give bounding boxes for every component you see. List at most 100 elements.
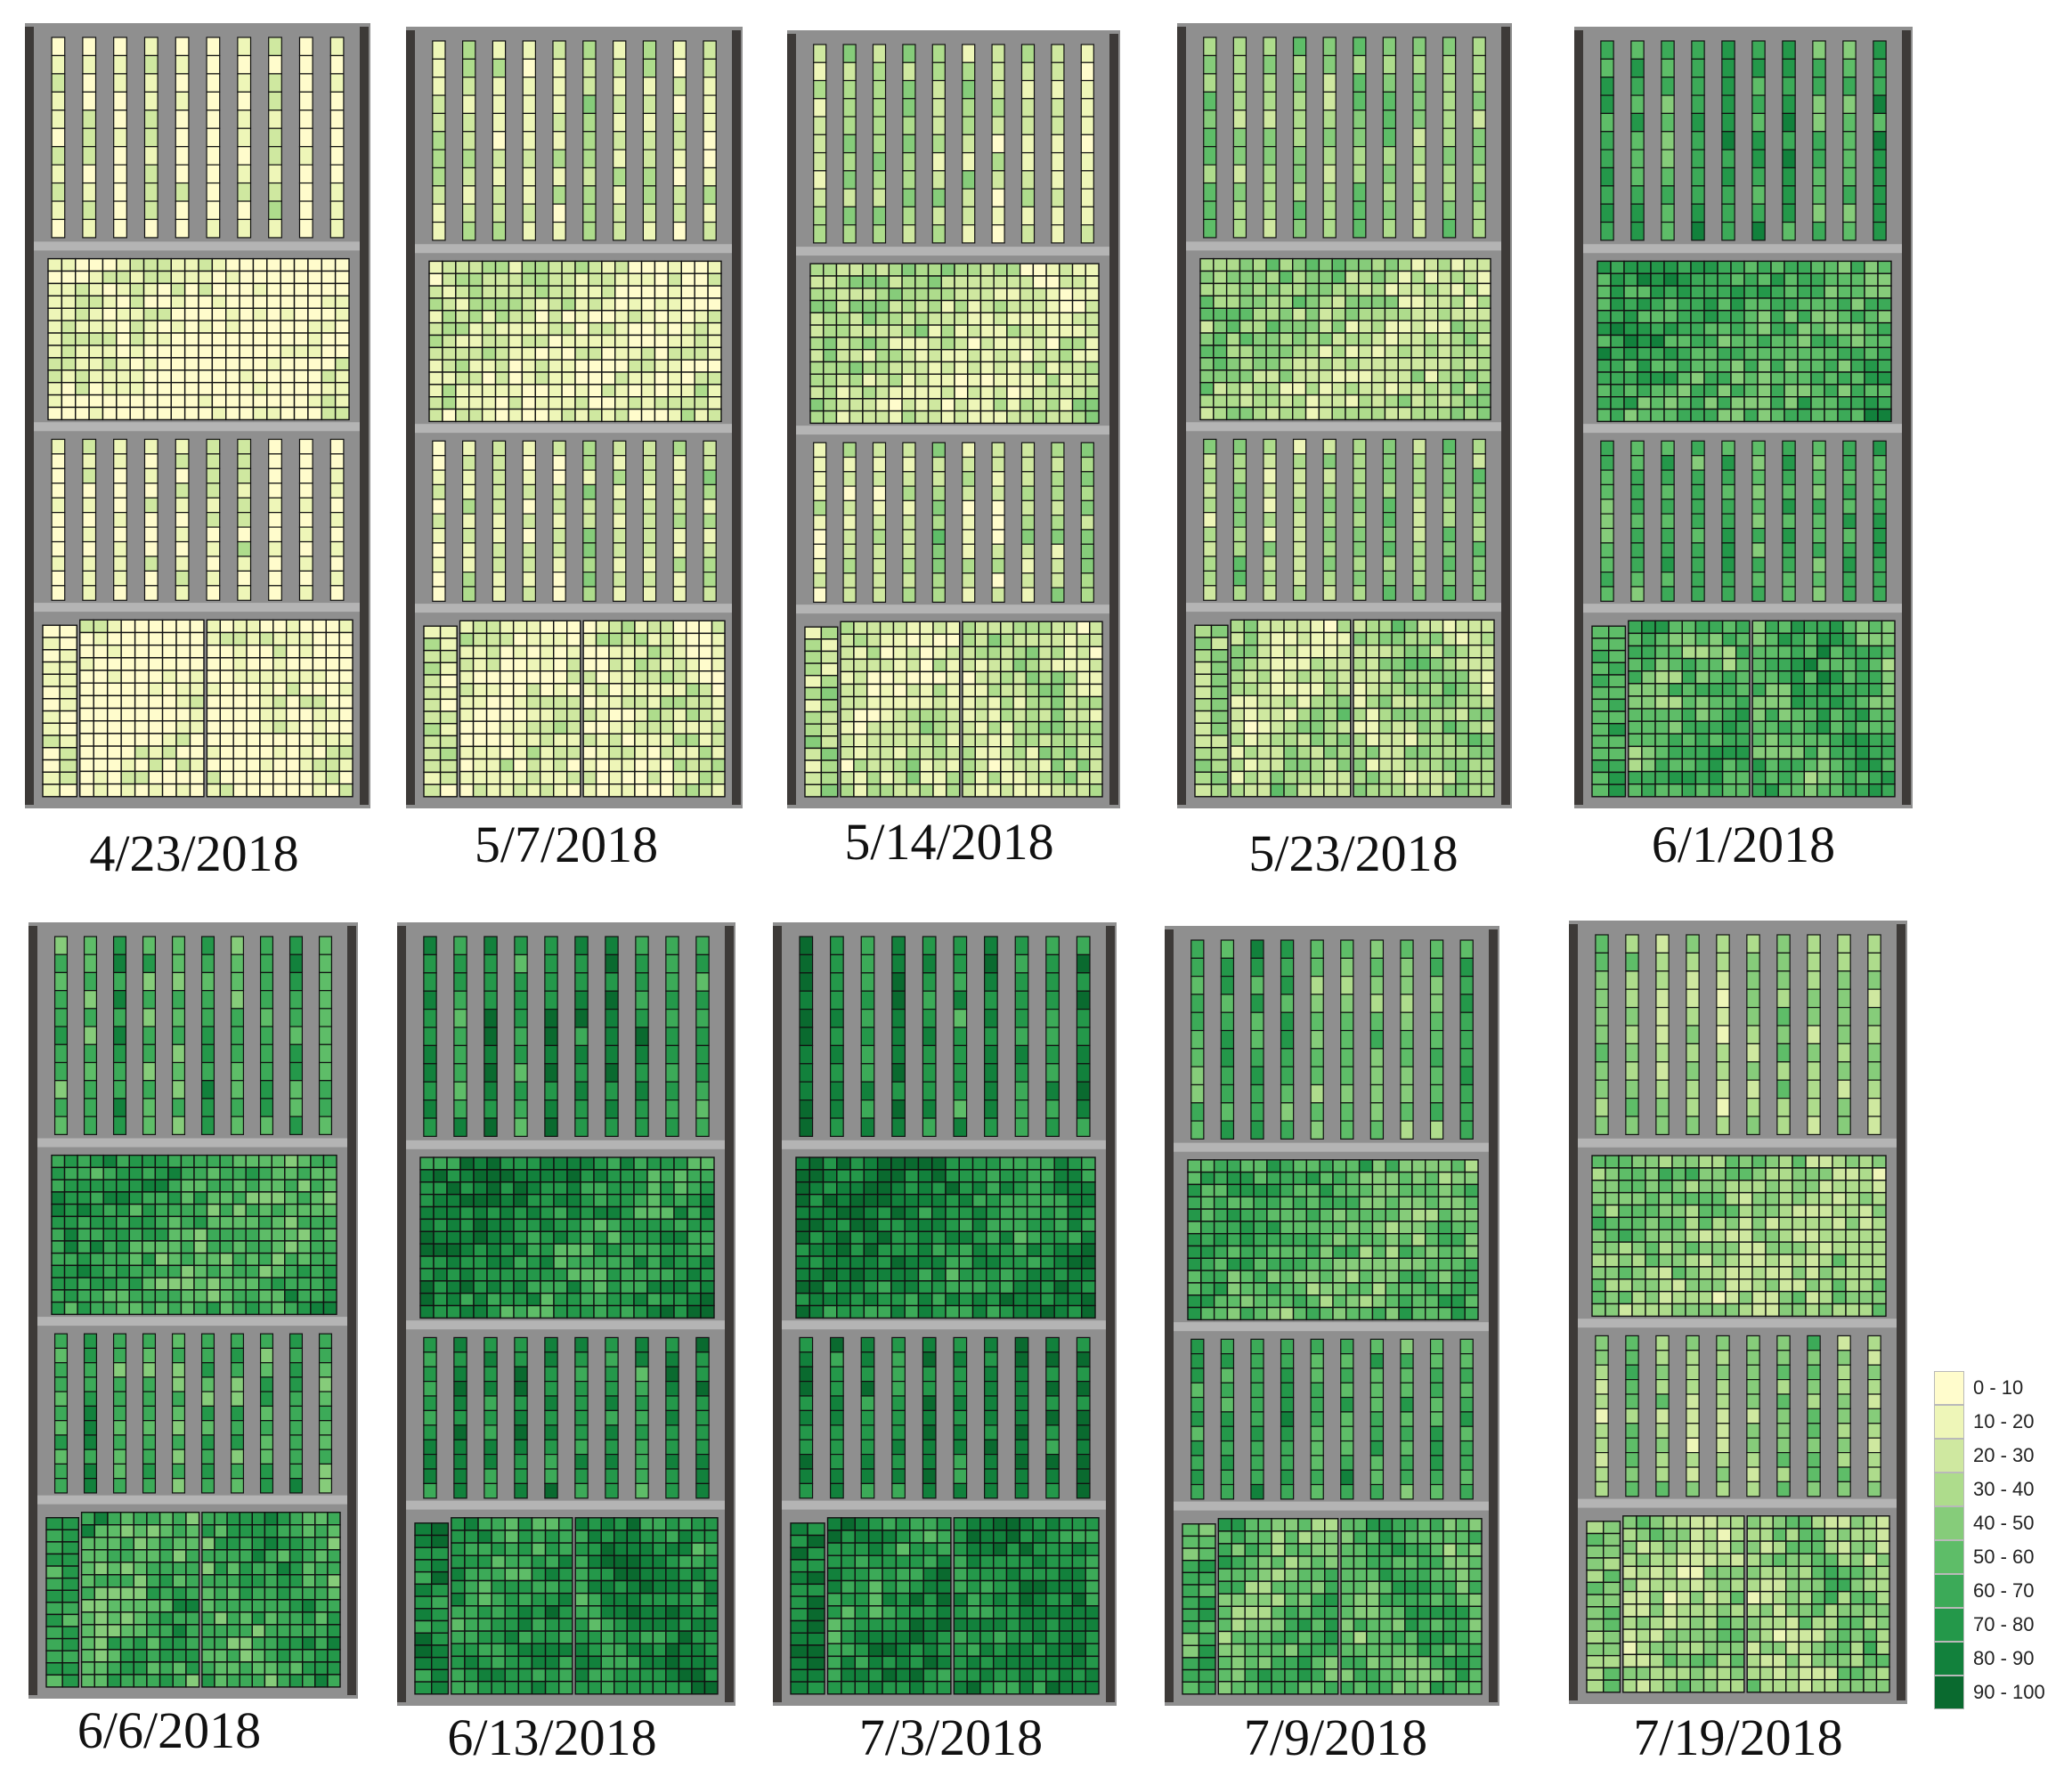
plot-cell (849, 348, 864, 363)
plot-cell (1384, 394, 1399, 409)
plot-cell (1318, 270, 1333, 285)
plot-cell (1397, 320, 1412, 334)
plot-cell (582, 221, 597, 241)
plot-cell (334, 320, 350, 334)
plot-cell (1225, 332, 1241, 346)
plot-cell (259, 953, 274, 974)
plot-cell (51, 1277, 66, 1291)
plot-cell (259, 1043, 274, 1064)
plot-cell (1476, 345, 1491, 359)
plot-cell (439, 686, 458, 701)
plot-cell (1721, 783, 1737, 798)
plot-cell (1442, 556, 1457, 572)
plot-cell (614, 371, 630, 385)
plot-cell (552, 571, 566, 588)
plot-cell (318, 936, 333, 955)
plot-cell (102, 257, 118, 272)
plot-cell (1824, 321, 1839, 337)
plot-cell (325, 770, 340, 785)
plot-cell (1051, 645, 1065, 661)
plot-cell (321, 381, 337, 396)
plot-cell (866, 633, 882, 648)
plot-cell (77, 1240, 92, 1254)
plot-cell (102, 307, 118, 321)
plot-cell (642, 149, 657, 169)
plot-cell (325, 619, 340, 634)
plot-cell (1873, 586, 1887, 602)
plot-cell (325, 682, 340, 697)
plot-cell (1623, 321, 1638, 337)
plot-cell (154, 1203, 169, 1218)
plot-cell (120, 694, 136, 710)
plot-cell (483, 1044, 498, 1065)
plot-cell (1842, 185, 1857, 205)
plot-cell (979, 299, 995, 314)
plot-cell (967, 337, 982, 351)
plot-cell (1353, 745, 1368, 759)
plot-cell (102, 406, 118, 421)
plot-cell (455, 359, 470, 373)
plot-cell (1365, 657, 1380, 671)
plot-cell (1681, 632, 1697, 647)
plot-cell (259, 682, 274, 697)
plot-cell (539, 670, 555, 685)
plot-cell (621, 620, 636, 635)
plot-cell (1751, 571, 1766, 588)
plot-cell (1345, 357, 1360, 371)
plot-cell (1000, 645, 1014, 661)
plot-cell (1292, 270, 1307, 285)
plot-cell (268, 438, 282, 455)
plot-cell (1782, 40, 1796, 60)
plot-cell (82, 467, 97, 484)
plot-cell (987, 621, 1002, 635)
plot-cell (1292, 453, 1307, 469)
plot-cell (423, 723, 442, 737)
plot-cell (1777, 745, 1792, 760)
plot-cell (582, 203, 597, 223)
plot-cell (455, 272, 470, 287)
plot-cell (143, 37, 158, 57)
plot-cell (902, 224, 916, 244)
plot-cell (804, 771, 823, 785)
plot-cell (1661, 94, 1675, 115)
plot-cell (1476, 357, 1491, 371)
plot-cell (561, 384, 576, 398)
plot-cell (1810, 285, 1825, 299)
plot-cell (1239, 406, 1254, 421)
plot-cell (1591, 698, 1610, 712)
plot-cell (120, 682, 136, 697)
plot-cell (185, 1636, 200, 1651)
plot-cell (318, 1391, 333, 1408)
plot-cell (1777, 783, 1792, 798)
plot-cell (987, 633, 1002, 648)
plot-cell (1323, 783, 1338, 798)
plot-cell (842, 98, 857, 118)
plot-cell (1225, 345, 1241, 359)
plot-cell (312, 733, 327, 747)
plot-cell (442, 297, 457, 312)
plot-cell (439, 759, 458, 774)
plot-cell (252, 369, 268, 384)
plot-cell (1842, 770, 1857, 785)
plot-cell (1232, 200, 1247, 221)
plot-cell (284, 1240, 299, 1254)
plot-cell (1829, 657, 1844, 672)
plot-cell (206, 631, 222, 646)
plot-cell (1597, 321, 1612, 337)
plot-cell (1225, 369, 1241, 384)
plot-cell (1864, 384, 1879, 398)
plot-cell (200, 1008, 215, 1027)
plot-cell (1650, 408, 1665, 423)
plot-cell (1353, 694, 1368, 710)
plot-cell (1353, 91, 1367, 111)
plot-cell (521, 408, 536, 423)
plot-cell (1410, 332, 1426, 346)
plot-cell (1239, 295, 1254, 309)
plot-cell (61, 1529, 80, 1543)
plot-cell (225, 381, 240, 396)
plot-cell (245, 1154, 260, 1169)
plot-cell (879, 708, 895, 723)
plot-cell (1757, 310, 1772, 324)
plot-cell (1323, 770, 1338, 785)
plot-cell (1337, 758, 1352, 773)
